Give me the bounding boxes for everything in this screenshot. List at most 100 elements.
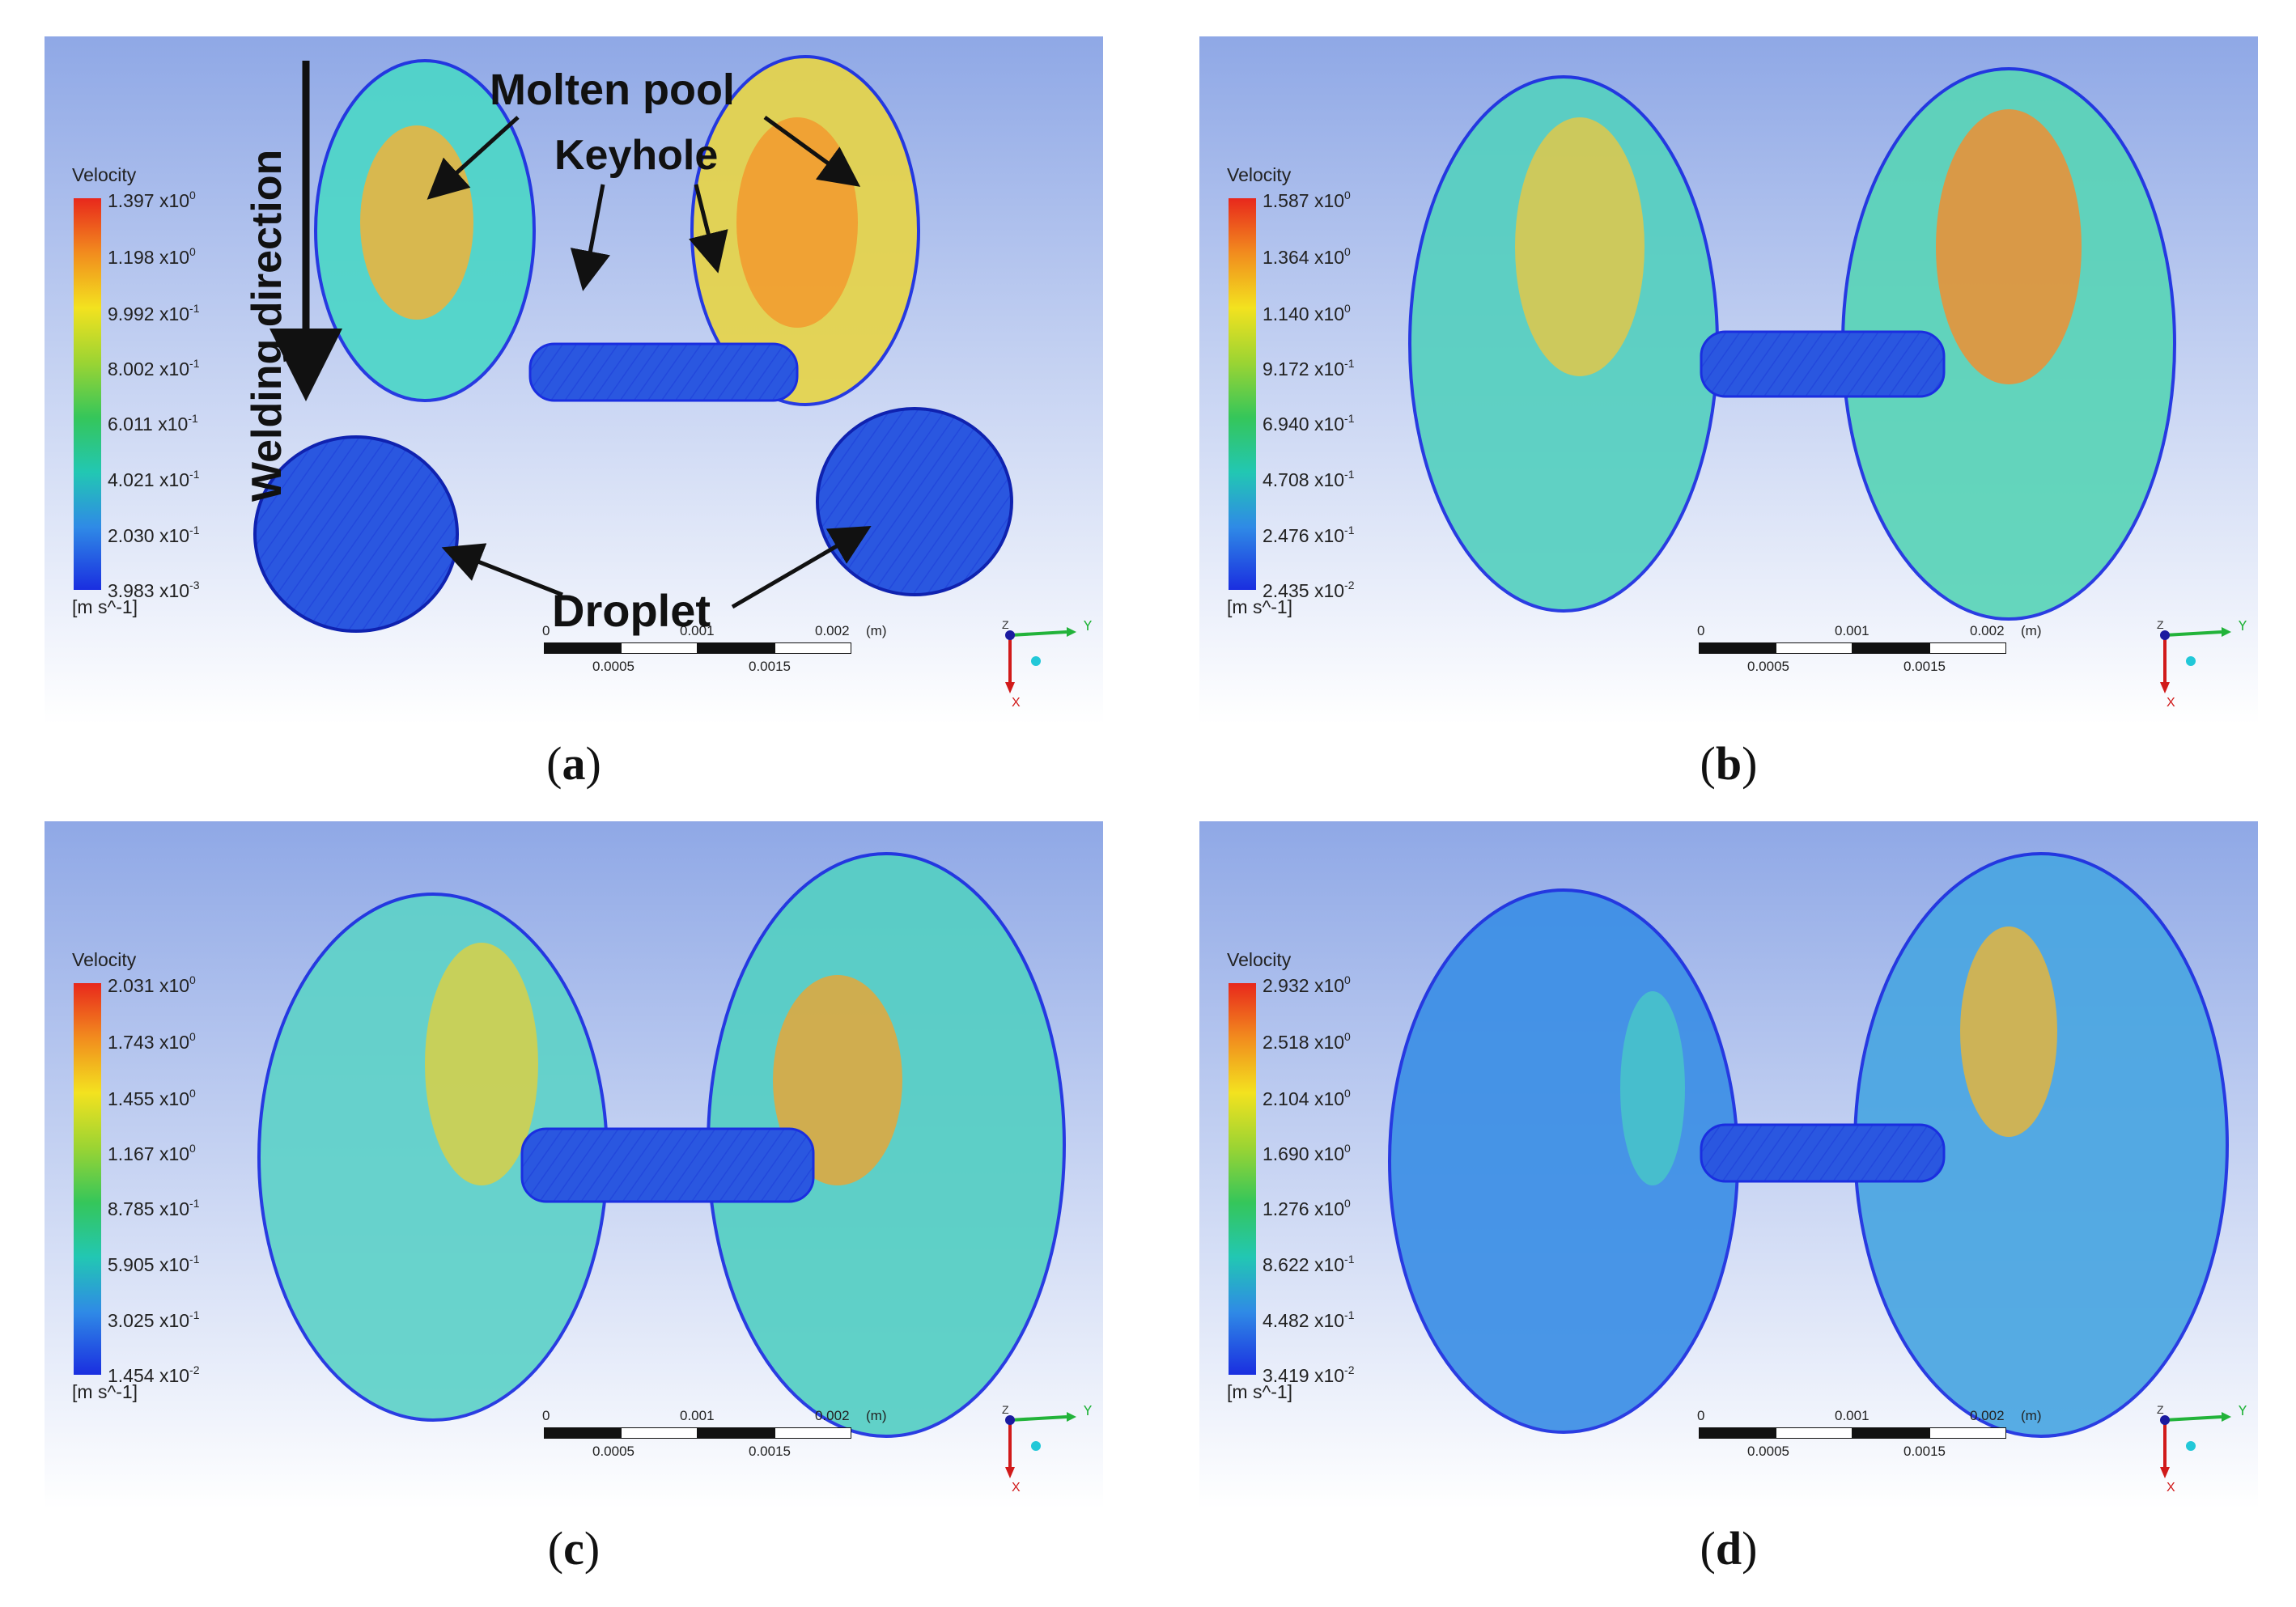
axes-triad: Y X Z <box>2157 1406 2247 1495</box>
scale-label: 0.002 <box>815 623 850 638</box>
svg-text:Z: Z <box>2157 621 2164 631</box>
scale-label: 0.002 <box>1970 1408 2005 1423</box>
colorbar-tick: 3.419 x10-2 <box>1263 1363 1355 1386</box>
scale-label: 0.0015 <box>1903 1444 1946 1459</box>
svg-text:Z: Z <box>1002 621 1009 631</box>
scale-label: 0.0005 <box>592 659 634 674</box>
simulation-render <box>45 821 1103 1509</box>
scale-label: 0 <box>1697 1408 1705 1423</box>
panel-b: Velocity 1.587 x100 1.364 x100 1.140 x10… <box>1199 36 2258 724</box>
colorbar-tick: 2.518 x100 <box>1263 1030 1351 1053</box>
colorbar-tick: 2.932 x100 <box>1263 973 1351 996</box>
colorbar-tick: 1.198 x100 <box>108 245 196 268</box>
velocity-colorbar <box>74 198 101 590</box>
legend-unit: [m s^-1] <box>72 1381 138 1402</box>
colorbar-tick: 4.482 x10-1 <box>1263 1308 1355 1331</box>
colorbar-tick: 1.587 x100 <box>1263 189 1351 211</box>
velocity-colorbar <box>1229 983 1256 1375</box>
colorbar-tick: 2.030 x10-1 <box>108 524 200 546</box>
colorbar-tick: 1.364 x100 <box>1263 245 1351 268</box>
panel-c: Velocity 2.031 x100 1.743 x100 1.455 x10… <box>45 821 1103 1509</box>
svg-text:Y: Y <box>2238 1406 2247 1418</box>
scale-label: 0.0015 <box>1903 659 1946 674</box>
legend-unit: [m s^-1] <box>72 596 138 617</box>
welding-direction-label: Welding direction <box>244 149 291 502</box>
scale-label: 0.002 <box>1970 623 2005 638</box>
svg-text:X: X <box>1012 696 1021 710</box>
svg-text:Y: Y <box>1083 621 1093 634</box>
colorbar-tick: 6.011 x10-1 <box>108 412 198 435</box>
colorbar-tick: 1.455 x100 <box>108 1087 196 1109</box>
scale-bar: 0 0.001 0.002 (m) 0.0005 0.0015 <box>542 623 886 696</box>
svg-text:Z: Z <box>1002 1406 1009 1416</box>
svg-text:Z: Z <box>2157 1406 2164 1416</box>
scale-label: 0.0005 <box>592 1444 634 1459</box>
svg-text:Y: Y <box>2238 621 2247 634</box>
simulation-render <box>1199 36 2258 724</box>
colorbar-tick: 2.435 x10-2 <box>1263 579 1355 601</box>
scale-label: 0 <box>542 1408 550 1423</box>
caption-a: (a) <box>546 737 601 790</box>
scale-label: 0.001 <box>1835 623 1869 638</box>
droplet-label: Droplet <box>552 585 711 636</box>
panel-d: Velocity 2.932 x100 2.518 x100 2.104 x10… <box>1199 821 2258 1509</box>
axes-triad: Y X Z <box>2157 621 2247 710</box>
keyhole-label: Keyhole <box>554 132 719 179</box>
colorbar-tick: 9.172 x10-1 <box>1263 357 1355 379</box>
colorbar-tick: 2.031 x100 <box>108 973 196 996</box>
colorbar-tick: 1.140 x100 <box>1263 302 1351 324</box>
colorbar-tick: 4.708 x10-1 <box>1263 468 1355 490</box>
legend-unit: [m s^-1] <box>1227 1381 1293 1402</box>
colorbar-tick: 1.397 x100 <box>108 189 196 211</box>
colorbar-tick: 2.104 x100 <box>1263 1087 1351 1109</box>
axes-triad: Y X Z <box>1002 621 1093 710</box>
colorbar-tick: 8.785 x10-1 <box>108 1197 200 1219</box>
scale-label: 0.0015 <box>749 1444 791 1459</box>
scale-bar: 0 0.001 0.002 (m) 0.0005 0.0015 <box>542 1408 886 1481</box>
scale-unit: (m) <box>866 623 887 638</box>
colorbar-tick: 9.992 x10-1 <box>108 302 200 324</box>
scale-unit: (m) <box>2021 623 2042 638</box>
colorbar-tick: 1.743 x100 <box>108 1030 196 1053</box>
scale-label: 0.001 <box>1835 1408 1869 1423</box>
colorbar-tick: 4.021 x10-1 <box>108 468 200 490</box>
axes-triad: Y X Z <box>1002 1406 1093 1495</box>
legend-unit: [m s^-1] <box>1227 596 1293 617</box>
scale-label: 0.001 <box>680 1408 715 1423</box>
colorbar-tick: 1.454 x10-2 <box>108 1363 200 1386</box>
colorbar-tick: 8.002 x10-1 <box>108 357 200 379</box>
caption-b: (b) <box>1700 737 1758 790</box>
colorbar-tick: 1.276 x100 <box>1263 1197 1351 1219</box>
scale-bar: 0 0.001 0.002 (m) 0.0005 0.0015 <box>1697 1408 2041 1481</box>
scale-label: 0.0015 <box>749 659 791 674</box>
svg-text:X: X <box>2167 696 2175 710</box>
scale-label: 0.002 <box>815 1408 850 1423</box>
svg-text:X: X <box>1012 1481 1021 1495</box>
caption-d: (d) <box>1700 1522 1758 1575</box>
legend-title: Velocity <box>1227 164 1292 185</box>
colorbar-tick: 3.025 x10-1 <box>108 1308 200 1331</box>
colorbar-tick: 6.940 x10-1 <box>1263 412 1355 435</box>
legend-title: Velocity <box>1227 949 1292 970</box>
molten-pool-label: Molten pool <box>490 66 735 114</box>
scale-label: 0 <box>542 623 550 638</box>
colorbar-tick: 8.622 x10-1 <box>1263 1253 1355 1275</box>
scale-label: 0.0005 <box>1747 1444 1789 1459</box>
caption-c: (c) <box>547 1522 601 1575</box>
simulation-render <box>1199 821 2258 1509</box>
scale-unit: (m) <box>866 1408 887 1423</box>
colorbar-tick: 1.167 x100 <box>108 1142 196 1164</box>
svg-text:Y: Y <box>1083 1406 1093 1418</box>
scale-label: 0.0005 <box>1747 659 1789 674</box>
legend-title: Velocity <box>72 164 137 185</box>
colorbar-tick: 1.690 x100 <box>1263 1142 1351 1164</box>
scale-unit: (m) <box>2021 1408 2042 1423</box>
velocity-colorbar <box>74 983 101 1375</box>
velocity-colorbar <box>1229 198 1256 590</box>
colorbar-tick: 3.983 x10-3 <box>108 579 200 601</box>
svg-text:X: X <box>2167 1481 2175 1495</box>
scale-bar: 0 0.001 0.002 (m) 0.0005 0.0015 <box>1697 623 2041 696</box>
colorbar-tick: 2.476 x10-1 <box>1263 524 1355 546</box>
scale-label: 0.001 <box>680 623 715 638</box>
legend-title: Velocity <box>72 949 137 970</box>
